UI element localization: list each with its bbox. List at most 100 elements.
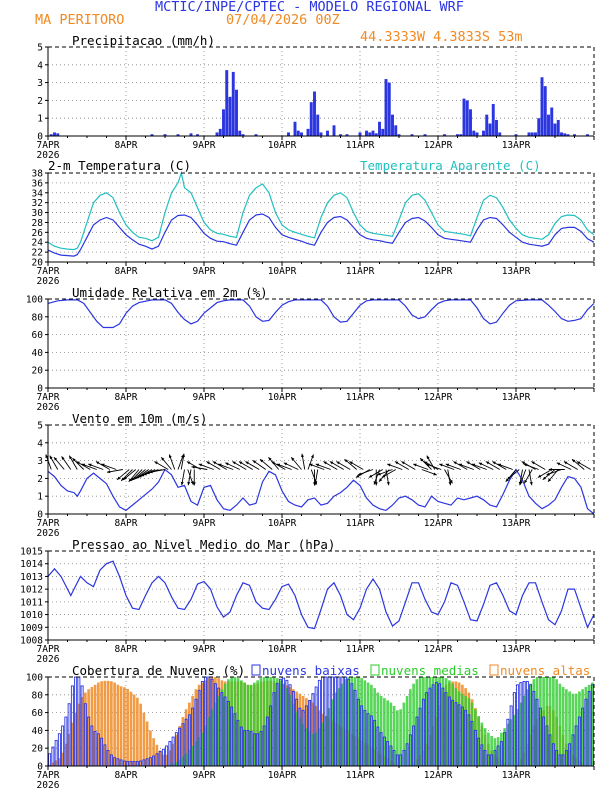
- cloud-mid-bar: [487, 732, 490, 766]
- wind-vector-head: [531, 461, 535, 465]
- cloud-high-bar: [100, 681, 103, 766]
- precip-xtick-label: 12APR: [424, 140, 453, 151]
- cloud-mid-bar: [376, 692, 380, 766]
- precip-bar: [309, 102, 313, 136]
- precip-bar: [553, 123, 557, 136]
- precip-bar: [332, 125, 336, 136]
- legend-mid-swatch: [370, 664, 380, 676]
- cloud-mid-bar: [214, 702, 217, 766]
- cloud-mid-bar: [301, 723, 305, 766]
- cloud-high-bar: [80, 697, 84, 766]
- mslp-ytick-label: 1008: [20, 636, 43, 647]
- wind-vector-head: [192, 482, 196, 486]
- cloud-high-bar: [129, 691, 133, 766]
- cloud-mid-bar: [308, 731, 311, 766]
- wind-vector-head: [218, 463, 222, 467]
- legend-low-label: nuvens baixas: [262, 663, 360, 678]
- cloud-mid-bar: [513, 714, 516, 766]
- cloud-high-bar: [175, 734, 178, 766]
- precip-grid: [48, 47, 594, 136]
- precip-bar: [550, 107, 554, 136]
- wind-vector-head: [344, 459, 348, 463]
- precip-bar: [563, 133, 567, 136]
- cloud-mid-bar: [350, 677, 354, 766]
- precip-bar: [215, 132, 219, 136]
- cloud-mid-bar: [184, 753, 188, 766]
- cloud-mid-bar: [269, 677, 272, 766]
- wind-vector-head: [76, 461, 80, 465]
- wind-vector-head: [576, 461, 581, 465]
- wind-vector-head: [168, 454, 172, 458]
- clouds-ytick-label: 20: [32, 744, 44, 755]
- cloud-high-bar: [168, 750, 172, 766]
- mslp-xtick-label: 11APR: [346, 644, 375, 655]
- mslp-grid: [48, 551, 594, 640]
- precip-bar: [527, 132, 531, 136]
- wind-vector-head: [523, 463, 528, 467]
- wind-vector-head: [187, 481, 191, 486]
- wind-vector-head: [563, 461, 568, 465]
- cloud-mid-bar: [389, 702, 393, 766]
- apparent-temp-line: [47, 170, 595, 251]
- cloud-mid-bar: [584, 687, 588, 766]
- wind-xtick-label: 7APR: [37, 518, 60, 529]
- precip-bar: [394, 125, 398, 136]
- legend-high-label: nuvens altas: [500, 663, 590, 678]
- wind-vector-head: [161, 457, 165, 461]
- cloud-high-bar: [58, 758, 61, 766]
- cloud-mid-bar: [233, 677, 237, 766]
- precip-bar: [475, 132, 479, 136]
- cloud-mid-bar: [435, 677, 438, 766]
- temp-ytick-label: 30: [32, 208, 44, 219]
- wind-vector-head: [138, 474, 142, 478]
- mslp-ytick-label: 1013: [20, 572, 43, 583]
- mslp-panel: Pressao ao Nivel Medio do Mar (hPa) 1008…: [20, 537, 595, 665]
- wind-vector-head: [453, 461, 457, 465]
- precip-bar: [456, 134, 459, 136]
- temp-ytick-label: 22: [32, 248, 43, 259]
- cloud-mid-bar: [405, 695, 409, 766]
- cloud-mid-bar: [422, 677, 425, 766]
- cloud-mid-bar: [311, 733, 315, 766]
- cloud-mid-bar: [412, 683, 415, 766]
- wind-vector-head: [106, 470, 111, 474]
- wind-title: Vento em 10m (m/s): [72, 411, 207, 426]
- precip-bar: [53, 132, 56, 136]
- cloud-high-bar: [139, 703, 142, 766]
- wind-vector-head: [130, 477, 135, 481]
- cloud-mid-bar: [470, 702, 474, 766]
- cloud-high-bar: [87, 689, 90, 766]
- precip-bar: [293, 121, 297, 136]
- wind-vector-head: [478, 462, 483, 466]
- wind-vector-head: [329, 461, 334, 465]
- precip-xtick-label: 11APR: [346, 140, 375, 151]
- rh-ytick-label: 0: [37, 384, 43, 395]
- precip-title: Precipitacao (mm/h): [72, 33, 215, 48]
- cloud-mid-bar: [340, 683, 344, 766]
- cloud-mid-bar: [285, 688, 289, 766]
- temp-ytick-label: 32: [32, 198, 43, 209]
- cloud-mid-bar: [548, 677, 552, 766]
- cloud-mid-bar: [227, 679, 230, 766]
- precip-bar: [163, 134, 167, 136]
- cloud-mid-bar: [561, 687, 565, 766]
- cloud-mid-bar: [168, 764, 172, 766]
- precip-bar: [345, 134, 349, 136]
- precip-xtick-label: 10APR: [268, 140, 297, 151]
- wind-vector-head: [135, 475, 140, 479]
- mslp-ytick-label: 1014: [20, 559, 43, 570]
- precip-bar: [235, 89, 238, 136]
- cloud-mid-bar: [526, 689, 529, 766]
- cloud-mid-bar: [581, 689, 584, 766]
- precip-bar: [326, 130, 329, 136]
- wind-ytick-label: 4: [37, 438, 43, 449]
- cloud-high-bar: [61, 752, 64, 766]
- wind-speed-line: [47, 468, 595, 515]
- rh-ytick-label: 60: [32, 330, 44, 341]
- cloud-mid-bar: [175, 762, 178, 766]
- cloud-mid-bar: [535, 677, 539, 766]
- cloud-mid-bar: [357, 677, 360, 766]
- cloud-mid-bar: [578, 691, 581, 766]
- cloud-mid-bar: [207, 717, 211, 766]
- cloud-mid-bar: [509, 719, 513, 766]
